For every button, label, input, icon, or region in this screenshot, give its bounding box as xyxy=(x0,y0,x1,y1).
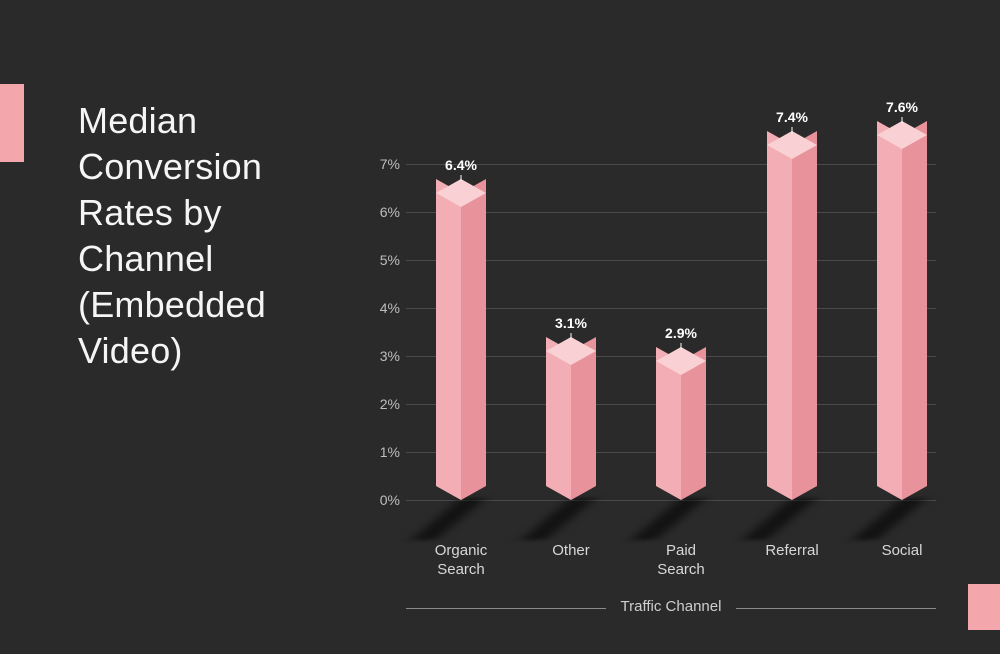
y-tick-label: 2% xyxy=(368,396,400,412)
bar-value-label: 2.9% xyxy=(665,325,697,341)
x-category-label: Social xyxy=(882,542,923,561)
bar-value-tick xyxy=(792,127,793,133)
bar: 2.9% xyxy=(656,361,706,500)
y-tick-label: 0% xyxy=(368,492,400,508)
bar-value-tick xyxy=(902,117,903,123)
bar-top-face xyxy=(767,131,817,159)
x-category-label: Referral xyxy=(765,542,818,561)
accent-top-left xyxy=(0,84,24,162)
bar-value-tick xyxy=(571,333,572,339)
bar-shadow xyxy=(631,498,706,540)
bar-shadow xyxy=(521,498,596,540)
bar-right-face xyxy=(902,121,927,500)
bar-value-tick xyxy=(461,175,462,181)
y-tick-label: 6% xyxy=(368,204,400,220)
bar-top-face xyxy=(436,179,486,207)
x-axis-title: Traffic Channel xyxy=(606,598,736,615)
bar-value-tick xyxy=(681,343,682,349)
y-tick-label: 5% xyxy=(368,252,400,268)
bar-right-face xyxy=(461,179,486,500)
bar-value-label: 7.6% xyxy=(886,99,918,115)
plot-area: 0%1%2%3%4%5%6%7%6.4%3.1%2.9%7.4%7.6% xyxy=(406,100,936,500)
bar-shadow xyxy=(742,498,817,540)
y-tick-label: 4% xyxy=(368,300,400,316)
gridline xyxy=(406,500,936,501)
bar-shadow xyxy=(411,498,486,540)
bar-left-face xyxy=(767,131,792,500)
conversion-bar-chart: 0% 1% 2% 3% 4% 5% 6% 7% 6.4% 3.1% 2.9% 7.4% 7.6% Org… xyxy=(358,72,958,612)
bar-right-face xyxy=(792,131,817,500)
accent-bottom-right xyxy=(968,584,1000,630)
y-tick-label: 7% xyxy=(368,156,400,172)
bar-value-label: 6.4% xyxy=(445,157,477,173)
bar: 7.6% xyxy=(877,135,927,500)
y-tick-label: 1% xyxy=(368,444,400,460)
bar-top-face xyxy=(546,337,596,365)
bar-left-face xyxy=(877,121,902,500)
x-category-label: Other xyxy=(552,542,590,561)
bar-left-face xyxy=(436,179,461,500)
x-category-label: Organic Search xyxy=(421,542,501,580)
x-axis-rule-right xyxy=(736,608,936,609)
bar-top-face xyxy=(656,347,706,375)
chart-title: Median Conversion Rates by Channel (Embe… xyxy=(78,98,318,374)
bar-shadow xyxy=(852,498,927,540)
x-category-label: Paid Search xyxy=(641,542,721,580)
gridline xyxy=(406,164,936,165)
bar: 6.4% xyxy=(436,193,486,500)
bar-value-label: 3.1% xyxy=(555,315,587,331)
x-axis-rule-left xyxy=(406,608,606,609)
bar-top-face xyxy=(877,121,927,149)
bar: 3.1% xyxy=(546,351,596,500)
bar-value-label: 7.4% xyxy=(776,109,808,125)
bar: 7.4% xyxy=(767,145,817,500)
y-tick-label: 3% xyxy=(368,348,400,364)
